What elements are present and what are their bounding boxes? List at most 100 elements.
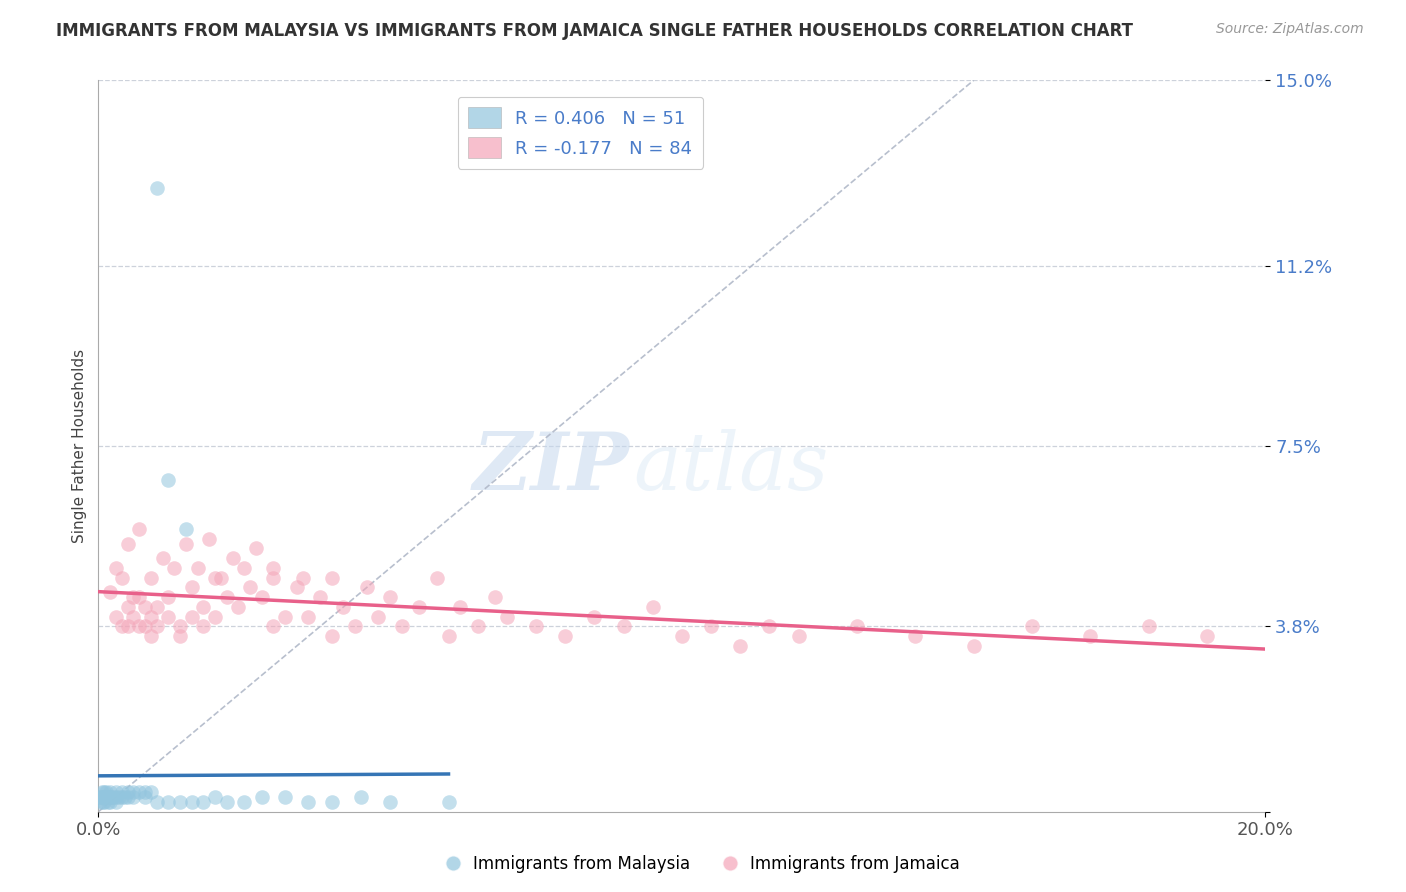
Point	[146, 619, 169, 633]
Point	[96, 790, 118, 805]
Point	[169, 629, 191, 643]
Point	[1137, 619, 1160, 633]
Point	[98, 790, 121, 805]
Point	[104, 561, 127, 575]
Point	[94, 790, 117, 805]
Point	[250, 590, 273, 604]
Point	[169, 795, 191, 809]
Point	[215, 590, 238, 604]
Point	[117, 599, 139, 614]
Point	[122, 790, 145, 805]
Point	[157, 590, 180, 604]
Point	[321, 571, 343, 585]
Point	[787, 629, 810, 643]
Point	[104, 790, 127, 805]
Point	[1195, 629, 1218, 643]
Point	[98, 785, 121, 799]
Point	[344, 619, 367, 633]
Point	[437, 795, 460, 809]
Point	[215, 795, 238, 809]
Point	[204, 571, 226, 585]
Point	[91, 795, 114, 809]
Point	[93, 790, 115, 805]
Point	[321, 629, 343, 643]
Point	[274, 609, 297, 624]
Point	[91, 790, 114, 805]
Point	[93, 785, 115, 799]
Point	[90, 785, 112, 799]
Point	[484, 590, 506, 604]
Point	[117, 790, 139, 805]
Point	[262, 561, 284, 575]
Point	[111, 619, 134, 633]
Point	[380, 795, 402, 809]
Point	[122, 590, 145, 604]
Point	[128, 522, 150, 536]
Point	[245, 541, 267, 556]
Point	[524, 619, 547, 633]
Point	[321, 795, 343, 809]
Legend: R = 0.406   N = 51, R = -0.177   N = 84: R = 0.406 N = 51, R = -0.177 N = 84	[457, 96, 703, 169]
Point	[356, 581, 378, 595]
Point	[139, 785, 162, 799]
Point	[98, 585, 121, 599]
Point	[209, 571, 232, 585]
Point	[449, 599, 471, 614]
Point	[846, 619, 869, 633]
Point	[94, 785, 117, 799]
Point	[180, 795, 202, 809]
Point	[367, 609, 389, 624]
Point	[163, 561, 186, 575]
Point	[98, 795, 121, 809]
Point	[285, 581, 308, 595]
Point	[96, 790, 118, 805]
Point	[93, 795, 115, 809]
Point	[408, 599, 430, 614]
Point	[117, 785, 139, 799]
Point	[467, 619, 489, 633]
Point	[146, 795, 169, 809]
Point	[111, 790, 134, 805]
Point	[583, 609, 606, 624]
Point	[111, 571, 134, 585]
Point	[104, 795, 127, 809]
Point	[128, 785, 150, 799]
Point	[262, 571, 284, 585]
Point	[297, 795, 319, 809]
Point	[239, 581, 262, 595]
Point	[157, 795, 180, 809]
Y-axis label: Single Father Households: Single Father Households	[72, 349, 87, 543]
Point	[93, 790, 115, 805]
Point	[174, 522, 197, 536]
Point	[228, 599, 250, 614]
Point	[157, 473, 180, 487]
Point	[100, 790, 122, 805]
Point	[146, 599, 169, 614]
Point	[169, 619, 191, 633]
Text: IMMIGRANTS FROM MALAYSIA VS IMMIGRANTS FROM JAMAICA SINGLE FATHER HOUSEHOLDS COR: IMMIGRANTS FROM MALAYSIA VS IMMIGRANTS F…	[56, 22, 1133, 40]
Point	[758, 619, 780, 633]
Point	[139, 571, 162, 585]
Point	[134, 599, 156, 614]
Point	[104, 785, 127, 799]
Point	[962, 639, 984, 653]
Point	[332, 599, 354, 614]
Point	[233, 561, 256, 575]
Point	[114, 790, 136, 805]
Point	[198, 532, 221, 546]
Point	[139, 629, 162, 643]
Point	[233, 795, 256, 809]
Point	[117, 619, 139, 633]
Point	[250, 790, 273, 805]
Point	[146, 180, 169, 194]
Point	[139, 609, 162, 624]
Point	[380, 590, 402, 604]
Point	[180, 581, 202, 595]
Point	[730, 639, 752, 653]
Point	[1080, 629, 1102, 643]
Point	[612, 619, 634, 633]
Point	[437, 629, 460, 643]
Point	[122, 785, 145, 799]
Point	[174, 536, 197, 550]
Point	[111, 785, 134, 799]
